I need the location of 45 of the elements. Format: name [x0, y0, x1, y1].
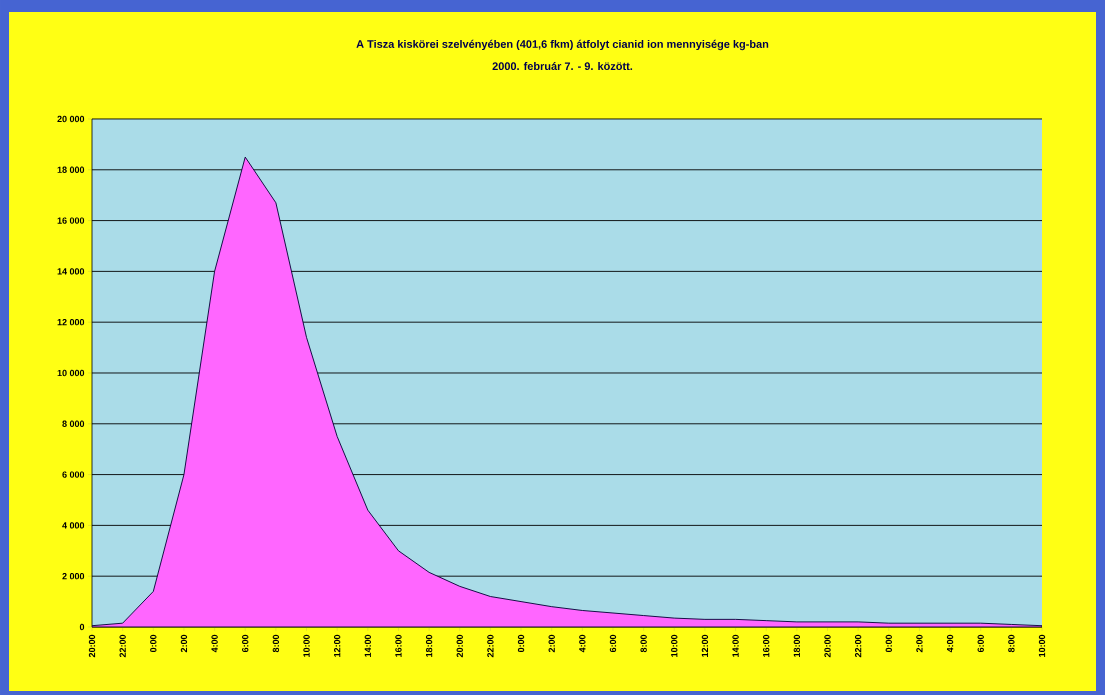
- x-tick-label: 22:00: [487, 634, 494, 658]
- x-tick-label: 12:00: [701, 634, 709, 657]
- y-tick-label: 0: [79, 623, 85, 631]
- x-tick-label: 14:00: [732, 634, 739, 657]
- x-tick-label: 18:00: [425, 634, 433, 657]
- x-tick-label: 12:00: [333, 634, 341, 657]
- chart-title: A Tisza kiskörei szelvényében (401,6 fkm) átfolyt cianid ion mennyisége kg-ban: [356, 39, 769, 51]
- x-tick-label: 0:00: [150, 634, 157, 653]
- y-tick-label: 6 000: [62, 471, 85, 478]
- x-tick-label: 20:00: [88, 634, 96, 658]
- x-tick-label: 20:00: [456, 634, 463, 658]
- x-tick-label: 6:00: [609, 634, 617, 653]
- x-tick-label: 6:00: [242, 634, 249, 653]
- y-tick-label: 20 000: [57, 115, 85, 123]
- x-tick-label: 10:00: [303, 634, 310, 657]
- x-tick-label: 0:00: [885, 634, 892, 653]
- x-tick-label: 2:00: [916, 634, 923, 653]
- y-tick-label: 14 000: [57, 268, 85, 275]
- x-tick-label: 22:00: [854, 634, 862, 658]
- x-tick-label: 14:00: [364, 634, 371, 657]
- x-tick-label: 8:00: [272, 634, 280, 653]
- x-tick-label: 8:00: [1008, 634, 1015, 653]
- x-tick-label: 16:00: [763, 634, 770, 657]
- x-tick-label: 4:00: [211, 634, 218, 653]
- y-tick-label: 4 000: [62, 522, 85, 529]
- x-tick-label: 20:00: [824, 634, 831, 658]
- y-tick-label: 10 000: [57, 369, 85, 377]
- y-tick-label: 16 000: [57, 217, 85, 224]
- x-tick-label: 10:00: [1038, 634, 1046, 657]
- x-tick-label: 6:00: [977, 634, 984, 653]
- x-tick-label: 0:00: [517, 634, 525, 653]
- x-tick-label: 8:00: [640, 634, 647, 653]
- x-tick-label: 10:00: [671, 634, 678, 657]
- x-tick-label: 2:00: [180, 634, 188, 653]
- x-tick-label: 4:00: [579, 634, 586, 653]
- x-tick-label: 2:00: [548, 634, 555, 653]
- chart-subtitle: 2000. február 7. - 9. között.: [492, 61, 633, 71]
- x-tick-label: 22:00: [119, 634, 126, 658]
- y-tick-label: 8 000: [62, 420, 85, 427]
- x-tick-label: 16:00: [395, 634, 402, 657]
- x-tick-label: 18:00: [793, 634, 801, 657]
- y-tick-label: 12 000: [57, 319, 85, 326]
- x-tick-label: 4:00: [946, 634, 954, 653]
- y-tick-label: 2 000: [62, 573, 85, 580]
- y-tick-label: 18 000: [57, 166, 85, 173]
